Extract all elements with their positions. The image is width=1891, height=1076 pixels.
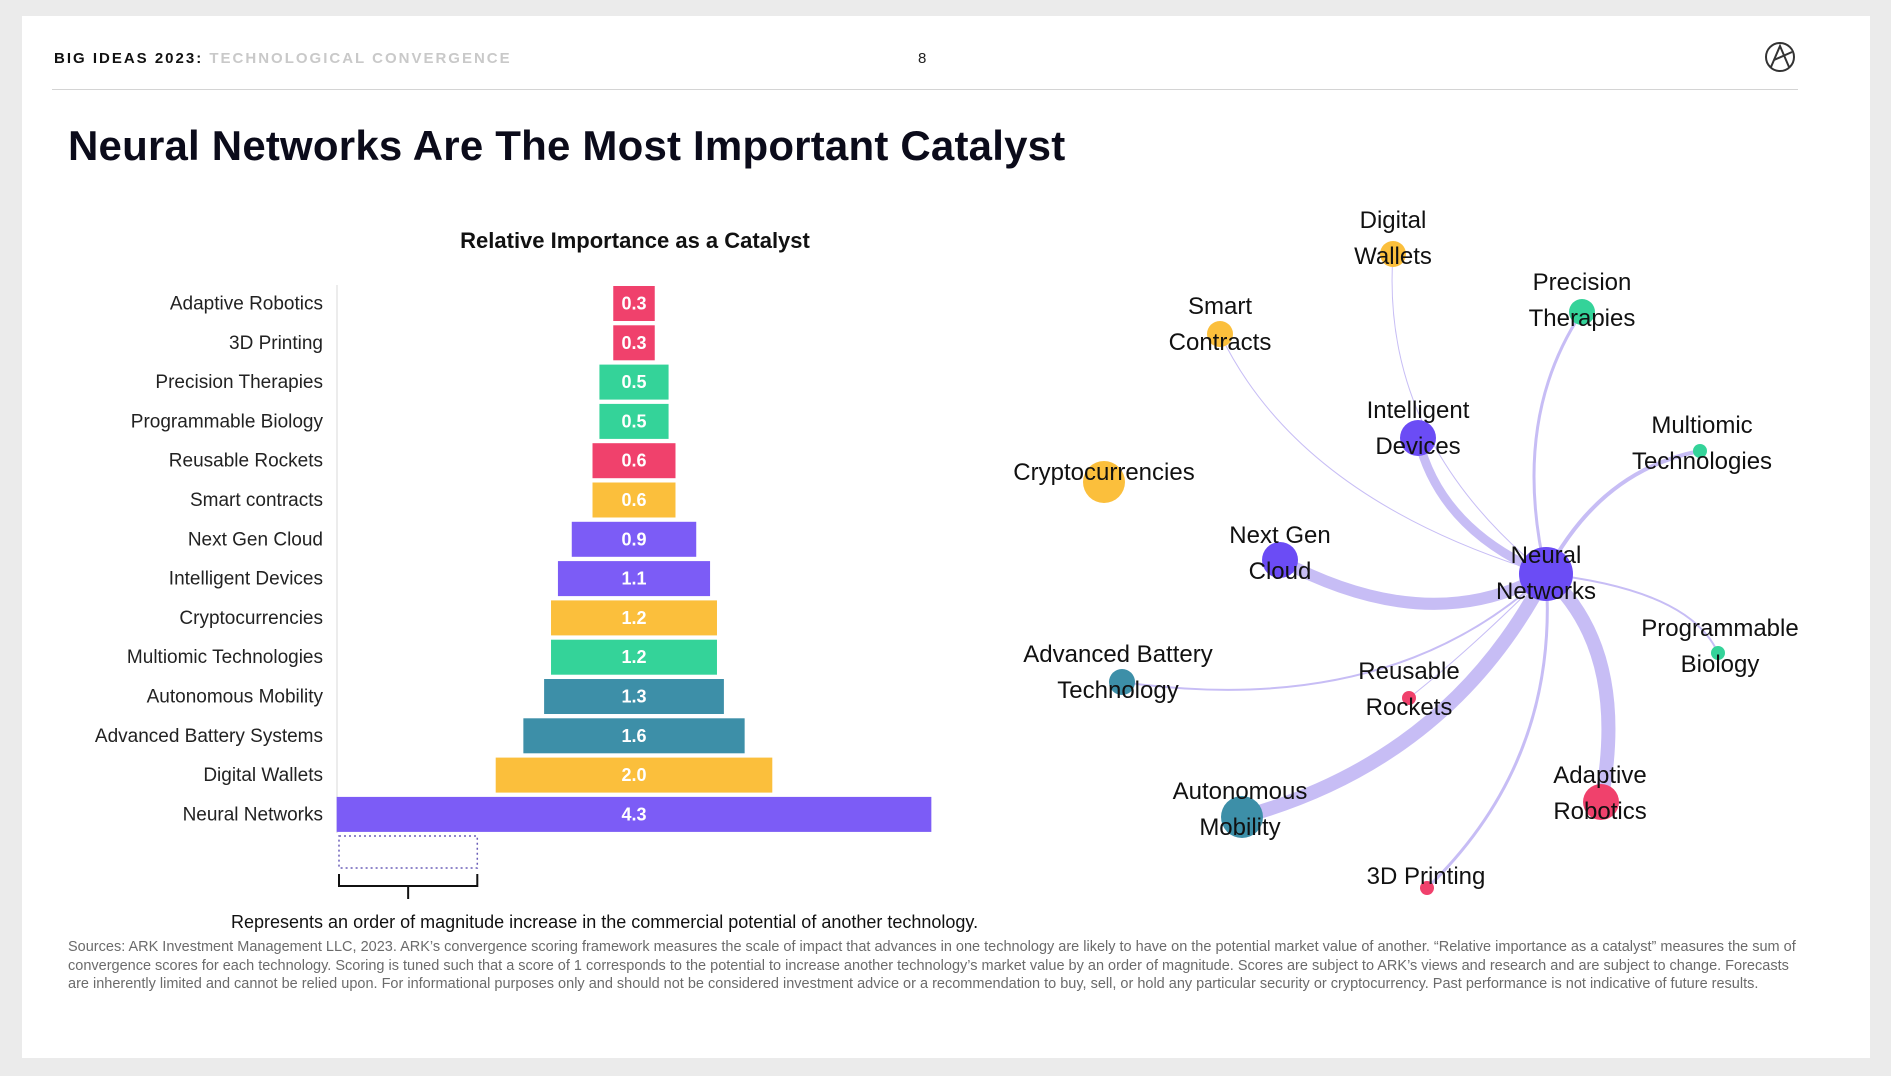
bar-value-label: 0.3 bbox=[621, 333, 646, 353]
node-label-cryptocurrencies: Cryptocurrencies bbox=[1013, 459, 1194, 486]
bar-value-label: 0.3 bbox=[621, 294, 646, 314]
edge-next-gen-cloud bbox=[1274, 554, 1552, 610]
footnote: Sources: ARK Investment Management LLC, … bbox=[68, 939, 1796, 992]
bar bbox=[523, 718, 745, 754]
node-digital-wallets bbox=[1380, 241, 1406, 267]
bar bbox=[592, 443, 676, 479]
bar-category-label: 3D Printing bbox=[229, 333, 323, 354]
header-brand: BIG IDEAS 2023 bbox=[54, 50, 197, 67]
node-precision-therapies bbox=[1569, 299, 1595, 325]
node-label-next-gen-cloud: Next Gen Cloud bbox=[1229, 522, 1330, 585]
edge-intelligent-devices bbox=[1413, 433, 1551, 579]
header-section: TECHNOLOGICAL CONVERGENCE bbox=[209, 50, 512, 67]
edge-programmable-biology bbox=[1545, 573, 1719, 654]
header-divider bbox=[52, 89, 1798, 90]
bar-category-label: Autonomous Mobility bbox=[147, 687, 324, 708]
scale-note: Represents an order of magnitude increas… bbox=[231, 912, 978, 932]
bar-category-label: Digital Wallets bbox=[203, 765, 323, 786]
bar-category-label: Next Gen Cloud bbox=[188, 529, 323, 550]
edge-multiomic-technologies bbox=[1544, 449, 1702, 576]
bar bbox=[571, 521, 697, 557]
node-intelligent-devices bbox=[1400, 420, 1436, 456]
edge-adaptive-robotics bbox=[1539, 567, 1616, 809]
bar-value-label: 1.3 bbox=[621, 687, 646, 707]
bar-category-label: Multiomic Technologies bbox=[127, 647, 323, 668]
bar bbox=[599, 403, 669, 439]
ark-logo-icon bbox=[1765, 42, 1795, 72]
bar bbox=[613, 325, 655, 361]
node-autonomous-mobility bbox=[1221, 796, 1263, 838]
bar bbox=[592, 482, 676, 518]
scale-brace bbox=[338, 874, 479, 899]
header-separator: : bbox=[196, 50, 204, 67]
slide bbox=[22, 16, 1870, 1058]
network-edges bbox=[1121, 253, 1719, 890]
bar-category-label: Cryptocurrencies bbox=[179, 608, 323, 629]
bar-value-label: 1.2 bbox=[621, 647, 646, 667]
page-number: 8 bbox=[918, 50, 927, 67]
bar-value-label: 1.2 bbox=[621, 608, 646, 628]
bar bbox=[336, 796, 932, 832]
bar-category-label: Neural Networks bbox=[183, 804, 323, 825]
bar-category-label: Reusable Rockets bbox=[169, 451, 323, 472]
node-label-digital-wallets: Digital Wallets bbox=[1354, 207, 1432, 270]
bar-value-label: 0.9 bbox=[621, 529, 646, 549]
node-next-gen-cloud bbox=[1262, 542, 1298, 578]
network-nodes bbox=[1083, 241, 1725, 895]
page-title: Neural Networks Are The Most Important C… bbox=[68, 122, 1066, 169]
node-label-multiomic-technologies: Multiomic Technologies bbox=[1632, 412, 1772, 475]
bar bbox=[495, 757, 773, 793]
node-label-precision-therapies: Precision Therapies bbox=[1529, 269, 1636, 332]
bar-value-label: 1.1 bbox=[621, 569, 646, 589]
bar-category-label: Intelligent Devices bbox=[169, 569, 323, 590]
edge-autonomous-mobility bbox=[1235, 567, 1553, 824]
bar-category-label: Advanced Battery Systems bbox=[95, 726, 323, 747]
bar-value-label: 0.6 bbox=[621, 451, 646, 471]
node-label-intelligent-devices: Intelligent Devices bbox=[1367, 397, 1470, 460]
bar bbox=[551, 639, 717, 675]
bar bbox=[551, 600, 717, 636]
node-label-autonomous-mobility: Autonomous Mobility bbox=[1173, 778, 1308, 841]
node-label-reusable-rockets: Reusable Rockets bbox=[1358, 658, 1459, 721]
edge-3d-printing bbox=[1425, 572, 1549, 890]
bar-value-label: 0.5 bbox=[621, 372, 646, 392]
node-label-smart-contracts: Smart Contracts bbox=[1169, 293, 1272, 356]
header-breadcrumb: BIG IDEAS 2023: TECHNOLOGICAL CONVERGENC… bbox=[54, 50, 512, 67]
node-smart-contracts bbox=[1207, 321, 1233, 347]
bar-value-label: 1.6 bbox=[621, 726, 646, 746]
bar-value-label: 2.0 bbox=[621, 765, 646, 785]
node-adaptive-robotics bbox=[1583, 784, 1619, 820]
edge-advanced-battery-technology bbox=[1121, 573, 1547, 691]
edge-smart-contracts bbox=[1219, 333, 1547, 575]
bar bbox=[557, 561, 711, 597]
bar-chart-title: Relative Importance as a Catalyst bbox=[460, 228, 810, 253]
bar bbox=[599, 364, 669, 400]
bar-category-label: Precision Therapies bbox=[155, 372, 323, 393]
edge-precision-therapies bbox=[1532, 310, 1584, 576]
bar bbox=[613, 286, 655, 321]
bar-category-label: Smart contracts bbox=[190, 490, 323, 511]
node-label-neural-networks: Neural Networks bbox=[1496, 542, 1596, 605]
node-label-advanced-battery-technology: Advanced Battery Technology bbox=[1023, 641, 1212, 704]
node-cryptocurrencies bbox=[1083, 461, 1125, 503]
node-programmable-biology bbox=[1711, 646, 1725, 660]
node-label-programmable-biology: Programmable Biology bbox=[1641, 615, 1798, 678]
network-labels: Digital Wallets Precision Therapies Smart Con… bbox=[1013, 207, 1798, 890]
node-multiomic-technologies bbox=[1693, 444, 1707, 458]
bar bbox=[544, 679, 724, 714]
bar-category-label: Adaptive Robotics bbox=[170, 294, 323, 315]
node-3d-printing bbox=[1420, 881, 1434, 895]
bar-value-label: 0.5 bbox=[621, 411, 646, 431]
node-label-3d-printing: 3D Printing bbox=[1367, 863, 1486, 890]
bar-value-label: 4.3 bbox=[621, 804, 646, 824]
bar-category-label: Programmable Biology bbox=[131, 411, 324, 432]
node-reusable-rockets bbox=[1402, 691, 1416, 705]
bar-value-label: 0.6 bbox=[621, 490, 646, 510]
node-label-adaptive-robotics: Adaptive Robotics bbox=[1553, 762, 1646, 825]
node-advanced-battery-technology bbox=[1109, 669, 1135, 695]
node-neural-networks bbox=[1519, 547, 1573, 601]
